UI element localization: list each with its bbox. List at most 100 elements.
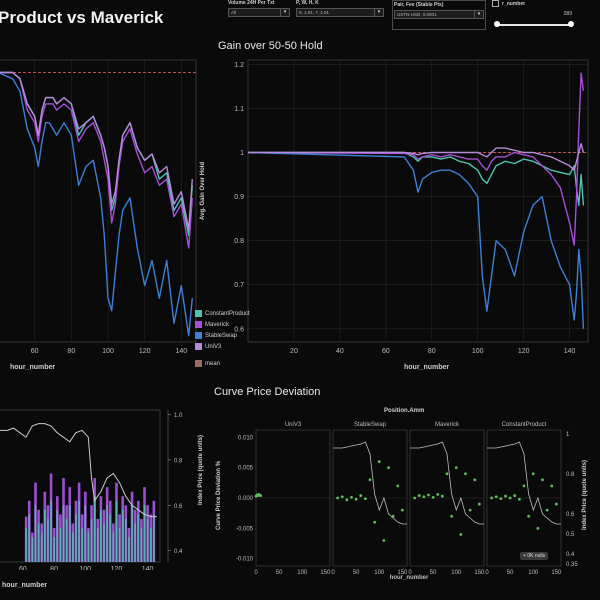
filter-volume[interactable]: Volume 24H Per Txt All ▾ [228, 0, 290, 17]
deviation-point [400, 508, 404, 512]
filter-pair[interactable]: Pair, Fee (Stable Pts) USTN-USD, 0.0001 … [392, 0, 486, 30]
bar-ConstantProduct [68, 505, 71, 562]
x-tick-label: 140 [564, 348, 576, 355]
x-tick-label: 100 [102, 348, 114, 355]
legend-item[interactable]: StableSwap [195, 330, 270, 341]
curve-right-y-axis-label: Index Price (quote units) [582, 459, 588, 530]
bar-ConstantProduct [146, 518, 149, 562]
deviation-point [422, 495, 426, 499]
x-tick-label: 50 [507, 570, 514, 576]
curve-group-header: Position.Amm [384, 408, 425, 414]
y-tick-label: 0.000 [238, 496, 254, 502]
x-tick-label: 0 [254, 570, 258, 576]
chevron-down-icon[interactable]: ▾ [280, 9, 289, 16]
deviation-point [431, 495, 435, 499]
bar-ConstantProduct [78, 500, 80, 562]
deviation-point [531, 472, 535, 476]
slider-checkbox[interactable] [492, 0, 499, 7]
facet-header: ConstantProduct [502, 422, 547, 428]
deviation-point [368, 478, 372, 482]
x-tick-label: 50 [353, 570, 360, 576]
bar-ConstantProduct [103, 523, 105, 562]
x-tick-label: 150 [397, 570, 408, 576]
slider-handle-max[interactable] [568, 21, 574, 27]
filter-pair-label: Pair, Fee (Stable Pts) [394, 2, 444, 8]
bar-ConstantProduct [109, 514, 112, 562]
x-tick-label: 100 [528, 570, 539, 576]
legend-swatch [195, 360, 202, 367]
deviation-point [440, 494, 444, 498]
filter-params[interactable]: P, W, H, K 0, 1.01, 7, 1.01 ▾ [296, 0, 384, 17]
filter-volume-dropdown[interactable]: All ▾ [228, 8, 290, 17]
x-tick-label: 20 [290, 348, 298, 355]
legend-label: mean [205, 360, 221, 367]
bar-ConstantProduct [106, 505, 108, 562]
legend-item[interactable]: Maverick [195, 319, 270, 330]
bar-ConstantProduct [96, 527, 99, 562]
filter-params-dropdown[interactable]: 0, 1.01, 7, 1.01 ▾ [296, 8, 384, 17]
slider-handle-min[interactable] [494, 21, 500, 27]
series-line-StableSwap [0, 72, 193, 337]
x-tick-label: 50 [430, 570, 437, 576]
deviation-point [508, 496, 512, 500]
bar-ConstantProduct [137, 514, 140, 562]
deviation-point [545, 508, 549, 512]
deviation-point [417, 494, 421, 497]
deviation-point [377, 460, 381, 463]
right-y-tick-label: 0.35 [566, 562, 578, 568]
x-tick-label: 150 [551, 570, 562, 576]
bar-ConstantProduct [115, 500, 118, 562]
deviation-point [536, 526, 540, 530]
legend-item[interactable]: ConstantProduct [195, 308, 270, 319]
series-line-StableSwap [247, 151, 585, 329]
page-title: Product vs Maverick [0, 8, 164, 27]
bar-ConstantProduct [62, 505, 65, 562]
bar-ConstantProduct [53, 537, 55, 562]
legend-label: UniV3 [205, 343, 222, 350]
x-tick-label: 150 [320, 570, 331, 576]
deviation-point [499, 497, 503, 501]
chevron-down-icon[interactable]: ▾ [474, 11, 483, 18]
y-tick-label: 1 [240, 150, 244, 157]
deviation-point [504, 494, 507, 498]
legend-item[interactable]: UniV3 [195, 341, 270, 352]
index-price-line [410, 441, 484, 525]
x-axis-label: hour_number [390, 575, 429, 580]
bar-ConstantProduct [34, 505, 37, 562]
bar-ConstantProduct [87, 532, 90, 562]
x-tick-label: 60 [382, 348, 390, 355]
bar-ConstantProduct [65, 518, 68, 562]
bar-ConstantProduct [128, 537, 130, 562]
bar-ConstantProduct [90, 518, 93, 562]
deviation-point [459, 533, 463, 536]
legend-swatch [195, 321, 202, 328]
y-tick-label: -0.010 [236, 557, 254, 563]
deviation-point [477, 502, 481, 506]
bar-ConstantProduct [81, 527, 84, 562]
legend-item[interactable]: mean [195, 358, 270, 369]
gain-chart: 20 40 60 80 100 120 140 0.6 0.7 0.8 0.9 1 1.1 1.2 [234, 59, 589, 355]
deviation-point [473, 478, 477, 482]
bar-ConstantProduct [25, 527, 27, 562]
deviation-point [340, 495, 344, 499]
filter-pair-dropdown[interactable]: USTN-USD, 0.0001 ▾ [394, 10, 484, 19]
deviation-point [436, 492, 440, 496]
x-tick-label: 80 [50, 566, 58, 570]
legend-label: Maverick [205, 321, 230, 328]
nulls-badge[interactable]: + 0K nulls [520, 552, 549, 560]
x-tick-label: 140 [142, 566, 154, 570]
legend-label: ConstantProduct [205, 310, 250, 317]
chevron-down-icon[interactable]: ▾ [374, 9, 383, 16]
bottom-left-y-axis-label: Index Price (quote units) [198, 434, 204, 505]
right-y-tick-label: 0.5 [566, 532, 575, 538]
deviation-point [259, 494, 263, 497]
x-tick-label: 100 [451, 570, 462, 576]
hour-number-slider[interactable]: r_number 289 [492, 0, 574, 30]
x-tick-label: 60 [19, 566, 27, 570]
deviation-point [517, 497, 521, 501]
deviation-point [445, 472, 449, 476]
gain-panel-title: Gain over 50-50 Hold [218, 40, 323, 52]
x-tick-label: 0 [331, 570, 335, 576]
slider-track[interactable] [496, 24, 572, 26]
deviation-point [490, 496, 494, 500]
